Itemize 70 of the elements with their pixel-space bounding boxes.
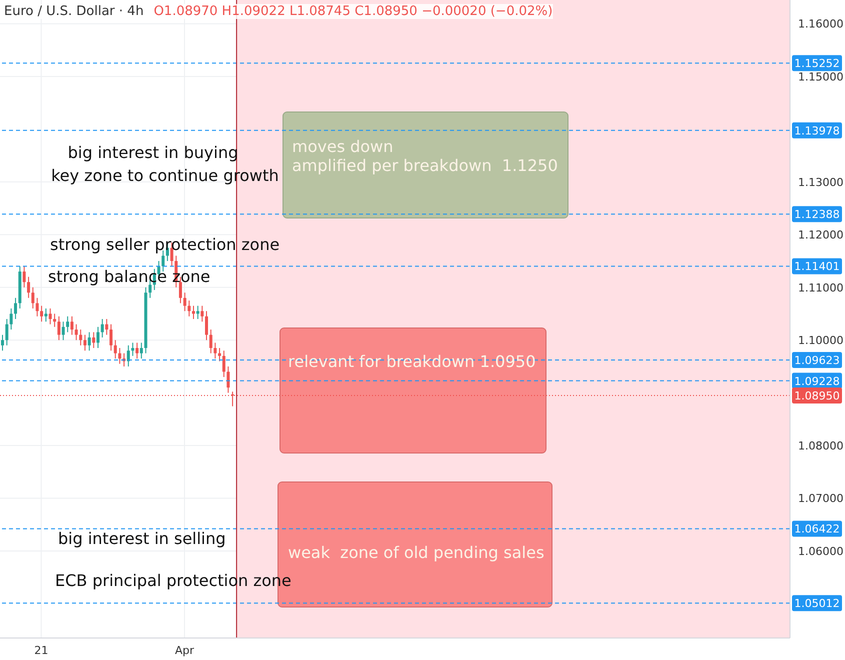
ref-line-label: 1.09228 bbox=[794, 374, 840, 388]
candlestick bbox=[226, 366, 230, 394]
candlestick bbox=[96, 326, 100, 348]
candlestick bbox=[188, 300, 191, 317]
candlestick bbox=[200, 305, 204, 322]
candlestick bbox=[110, 324, 113, 352]
candlestick bbox=[5, 318, 8, 346]
candlestick bbox=[222, 350, 226, 378]
candlestick bbox=[74, 324, 78, 341]
candlestick bbox=[192, 305, 195, 320]
ref-line-label: 1.13978 bbox=[794, 124, 840, 138]
candlestick bbox=[36, 297, 39, 317]
annotation: relevant for breakdown 1.0950 bbox=[288, 352, 536, 372]
candlestick bbox=[14, 297, 18, 320]
y-tick-label: 1.16000 bbox=[798, 18, 844, 31]
candlestick bbox=[136, 342, 139, 360]
candlestick bbox=[218, 348, 222, 362]
candlestick bbox=[126, 344, 130, 367]
candlestick bbox=[88, 332, 91, 352]
candlestick bbox=[205, 310, 208, 341]
candlestick bbox=[83, 334, 86, 352]
candlestick bbox=[57, 316, 60, 341]
candlestick bbox=[92, 332, 96, 348]
candlestick bbox=[44, 308, 48, 322]
candlestick bbox=[66, 316, 70, 333]
ref-line-label: 1.12388 bbox=[794, 208, 840, 222]
annotation: big interest in selling bbox=[58, 529, 226, 549]
candlestick bbox=[209, 329, 212, 354]
y-tick-label: 1.06000 bbox=[798, 544, 844, 558]
candlestick bbox=[70, 316, 74, 336]
chart-title: Euro / U.S. Dollar · 4h bbox=[4, 4, 144, 19]
candlestick bbox=[22, 266, 26, 288]
candlestick bbox=[100, 318, 104, 338]
y-tick-label: 1.08000 bbox=[798, 439, 844, 452]
ref-line-label: 1.08950 bbox=[794, 389, 840, 402]
ref-line-label: 1.15252 bbox=[794, 57, 840, 70]
candlestick bbox=[40, 305, 44, 322]
ref-line-label: 1.11401 bbox=[794, 260, 840, 274]
candlestick bbox=[10, 308, 13, 330]
y-tick-label: 1.11000 bbox=[798, 281, 844, 294]
candlestick bbox=[79, 329, 82, 346]
y-tick-label: 1.13000 bbox=[798, 176, 844, 189]
candlestick bbox=[27, 276, 30, 298]
ref-line-label: 1.06422 bbox=[794, 522, 840, 536]
candlestick bbox=[48, 308, 52, 325]
y-tick-label: 1.10000 bbox=[798, 334, 844, 347]
x-tick-label: 21 bbox=[34, 644, 48, 657]
candlestick bbox=[1, 334, 4, 352]
candlestick bbox=[131, 342, 134, 356]
x-tick-label: Apr bbox=[174, 644, 194, 657]
candlestick bbox=[214, 342, 217, 360]
candlestick bbox=[118, 348, 122, 364]
candlestick bbox=[31, 286, 34, 309]
ref-line-label: 1.05012 bbox=[794, 597, 840, 610]
ref-line-label: 1.09623 bbox=[794, 354, 840, 367]
annotation: moves down bbox=[292, 137, 394, 157]
y-tick-label: 1.15000 bbox=[798, 70, 844, 84]
y-tick-label: 1.12000 bbox=[798, 228, 844, 242]
candlestick bbox=[196, 305, 200, 320]
candlestick bbox=[53, 313, 56, 328]
annotation: strong seller protection zone bbox=[50, 235, 280, 255]
candlestick bbox=[114, 340, 117, 360]
y-tick-label: 1.07000 bbox=[798, 492, 844, 506]
annotation: weak zone of old pending sales bbox=[288, 543, 544, 563]
annotation: amplified per breakdown 1.1250 bbox=[292, 156, 558, 176]
candlestick bbox=[140, 342, 143, 360]
chart-subtitle: O1.08970 H1.09022 L1.08745 C1.08950 −0.00020 (−0.02%) bbox=[154, 4, 553, 19]
candlestick bbox=[105, 318, 108, 336]
candlestick bbox=[183, 292, 186, 312]
candlestick bbox=[62, 321, 65, 341]
